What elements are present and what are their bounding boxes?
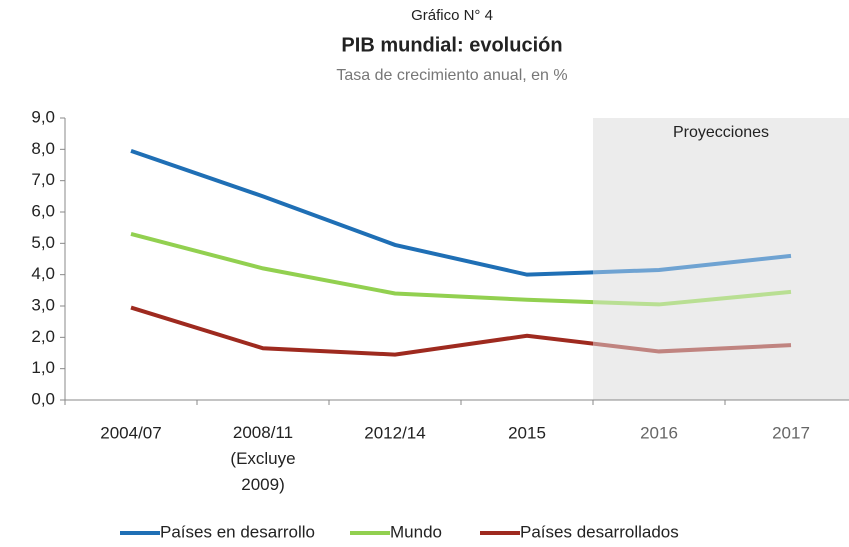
x-tick-label: 2015 bbox=[508, 423, 546, 442]
series-line bbox=[130, 149, 593, 277]
y-tick-label: 7,0 bbox=[31, 170, 55, 189]
projection-area bbox=[593, 118, 849, 400]
x-tick-label: 2012/14 bbox=[364, 423, 425, 442]
y-tick-label: 5,0 bbox=[31, 233, 55, 252]
x-tick-label: 2017 bbox=[772, 423, 810, 442]
series-line-projected bbox=[593, 289, 792, 307]
y-tick-label: 3,0 bbox=[31, 295, 55, 314]
series-line-projected bbox=[593, 341, 792, 354]
projection-label: Proyecciones bbox=[673, 124, 769, 141]
y-tick-label: 6,0 bbox=[31, 201, 55, 220]
y-tick-label: 8,0 bbox=[31, 139, 55, 158]
x-tick-label: 2008/11 (Excluye 2009) bbox=[230, 423, 295, 494]
chart-title: PIB mundial: evolución bbox=[341, 34, 562, 56]
x-tick-label: 2004/07 bbox=[100, 423, 161, 442]
legend-label: Países desarrollados bbox=[520, 522, 679, 541]
x-tick-label: 2016 bbox=[640, 423, 678, 442]
series-line-projected bbox=[593, 253, 792, 275]
y-tick-label: 2,0 bbox=[31, 327, 55, 346]
series-line bbox=[130, 231, 593, 305]
series-line bbox=[130, 305, 593, 357]
y-tick-label: 1,0 bbox=[31, 358, 55, 377]
y-tick-label: 0,0 bbox=[31, 389, 55, 408]
legend-label: Países en desarrollo bbox=[160, 522, 315, 541]
chart-subtitle: Tasa de crecimiento anual, en % bbox=[336, 67, 567, 84]
chart-supertitle: Gráfico N° 4 bbox=[411, 7, 493, 24]
y-tick-label: 9,0 bbox=[31, 107, 55, 126]
y-tick-label: 4,0 bbox=[31, 264, 55, 283]
legend-label: Mundo bbox=[390, 522, 442, 541]
